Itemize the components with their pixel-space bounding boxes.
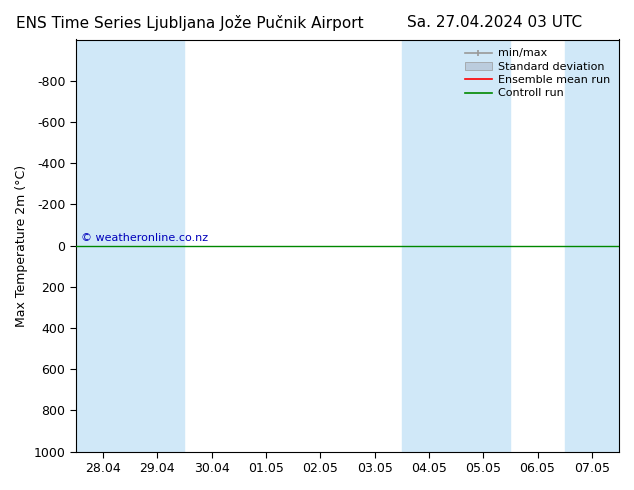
Bar: [402, 40, 456, 452]
Text: Sa. 27.04.2024 03 UTC: Sa. 27.04.2024 03 UTC: [407, 15, 582, 30]
Bar: [456, 40, 510, 452]
Text: © weatheronline.co.nz: © weatheronline.co.nz: [81, 233, 209, 244]
Bar: [130, 40, 184, 452]
Legend: min/max, Standard deviation, Ensemble mean run, Controll run: min/max, Standard deviation, Ensemble me…: [461, 45, 614, 102]
Y-axis label: Max Temperature 2m (°C): Max Temperature 2m (°C): [15, 165, 28, 327]
Bar: [76, 40, 130, 452]
Bar: [565, 40, 619, 452]
Text: ENS Time Series Ljubljana Jože Pučnik Airport: ENS Time Series Ljubljana Jože Pučnik Ai…: [16, 15, 364, 31]
